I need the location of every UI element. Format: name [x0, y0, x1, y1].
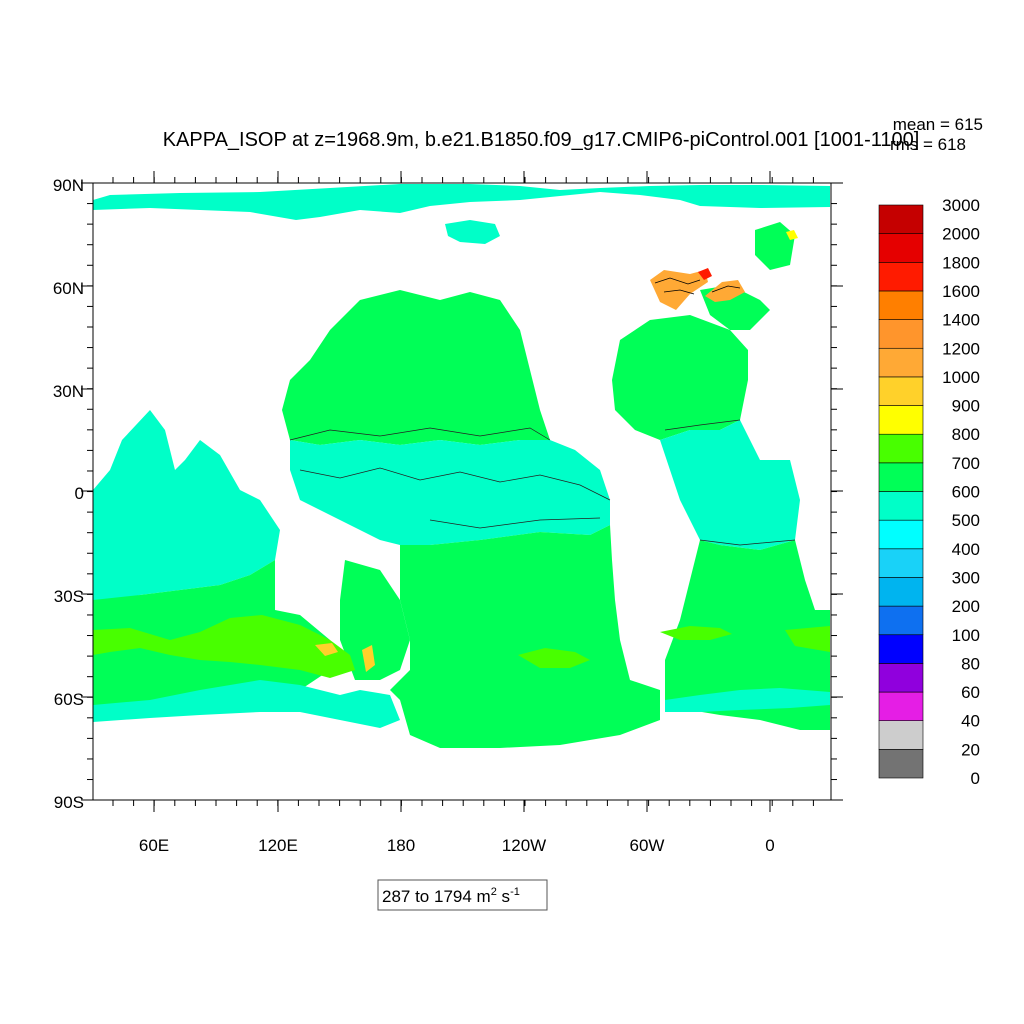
range-middle: s — [497, 887, 510, 906]
colorbar-swatch — [878, 491, 924, 521]
hot-patch-contour — [654, 277, 741, 295]
colorbar-label: 1800 — [942, 253, 980, 272]
ocean-north-pacific — [282, 290, 550, 445]
colorbar-label: 3000 — [942, 196, 980, 215]
range-prefix: 287 to 1794 m — [382, 887, 491, 906]
colorbar-label: 2000 — [942, 225, 980, 244]
range-box: 287 to 1794 m2 s-1 — [377, 879, 548, 911]
hot-patch-yellow-2 — [362, 645, 375, 672]
hot-patch-greenland-east — [705, 280, 745, 302]
colorbar-label: 700 — [952, 454, 980, 473]
contour-north-pacific — [289, 427, 551, 441]
colorbar-label: 20 — [961, 740, 980, 759]
colorbar-label: 1400 — [942, 311, 980, 330]
lon-label: 180 — [387, 836, 415, 855]
ocean-south-pacific — [390, 525, 660, 748]
lat-label: 0 — [75, 484, 84, 503]
colorbar-label: 1600 — [942, 282, 980, 301]
range-text: 287 to 1794 m2 s-1 — [382, 886, 520, 906]
colorbar-swatch — [878, 319, 924, 349]
rms-label: rms = 618 — [890, 135, 966, 154]
range-box-frame — [377, 879, 548, 911]
ocean-south-atlantic — [665, 540, 830, 730]
colorbar-swatch — [878, 462, 924, 492]
contour-atlantic — [664, 419, 796, 546]
colorbar-label: 400 — [952, 540, 980, 559]
lon-label: 60E — [139, 836, 169, 855]
colorbar-swatch — [878, 548, 924, 578]
colorbar-label: 500 — [952, 511, 980, 530]
colorbar-label: 800 — [952, 425, 980, 444]
ocean-southern-band — [93, 680, 400, 728]
ocean-arctic — [93, 184, 830, 220]
hot-patch-red — [698, 268, 712, 280]
ocean-tropical-atlantic — [660, 420, 800, 550]
colorbar-label: 900 — [952, 397, 980, 416]
high-patch-east — [785, 626, 830, 652]
colorbar-swatch — [878, 663, 924, 693]
lat-label: 90N — [53, 176, 84, 195]
colorbar-swatch — [878, 204, 924, 234]
colorbar-label: 300 — [952, 568, 980, 587]
lat-label: 30S — [54, 587, 84, 606]
map-plot-area — [81, 171, 843, 812]
colorbar-swatch — [878, 290, 924, 320]
colorbar-label: 100 — [952, 626, 980, 645]
hot-patch-yellow — [315, 643, 338, 656]
colorbar-label: 1000 — [942, 368, 980, 387]
lon-label: 0 — [765, 836, 774, 855]
colorbar-label: 600 — [952, 483, 980, 502]
colorbar-label: 40 — [961, 712, 980, 731]
ocean-east-arctic-patch — [755, 222, 795, 270]
colorbar-swatch — [878, 691, 924, 721]
ocean-north-atlantic — [612, 315, 748, 440]
hot-patch-svalbard — [786, 230, 798, 240]
colorbar-label: 200 — [952, 597, 980, 616]
colorbar-swatch — [878, 376, 924, 406]
colorbar-label: 1200 — [942, 339, 980, 358]
ocean-southern-atlantic-band — [665, 688, 830, 712]
colorbar-swatch — [878, 433, 924, 464]
colorbar-swatch — [878, 261, 924, 292]
range-exp2: -1 — [510, 886, 520, 898]
ocean-indian-north — [93, 410, 280, 605]
lon-label: 60W — [630, 836, 665, 855]
colorbar-swatch — [878, 720, 924, 750]
ocean-equatorial-pacific — [290, 440, 610, 545]
colorbar — [878, 204, 924, 779]
lat-label: 30N — [53, 382, 84, 401]
colorbar-swatch — [878, 519, 924, 550]
lat-label: 90S — [54, 793, 84, 812]
colorbar-labels: 3000200018001600140012001000900800700600… — [942, 196, 980, 788]
colorbar-swatch — [878, 605, 924, 636]
colorbar-swatch — [878, 749, 924, 779]
axis-ticks — [81, 171, 843, 812]
colorbar-label: 0 — [971, 769, 980, 788]
high-patch-indian — [93, 615, 355, 678]
mean-label: mean = 615 — [893, 115, 983, 134]
colorbar-swatch — [878, 347, 924, 378]
contour-equatorial — [299, 467, 611, 529]
ocean-barents — [445, 220, 500, 244]
plot-title: KAPPA_ISOP at z=1968.9m, b.e21.B1850.f09… — [163, 129, 920, 151]
colorbar-swatch — [878, 405, 924, 435]
lon-axis-labels: 60E 120E 180 120W 60W 0 — [139, 836, 775, 855]
colorbar-swatch — [878, 233, 924, 263]
lat-axis-labels: 90N 60N 30N 0 30S 60S 90S — [53, 176, 84, 812]
ocean-tasman — [340, 560, 410, 680]
high-patch-pacific — [518, 648, 590, 668]
colorbar-swatch — [878, 577, 924, 607]
colorbar-label: 60 — [961, 683, 980, 702]
lat-label: 60S — [54, 690, 84, 709]
range-exp1: 2 — [491, 886, 497, 898]
lat-label: 60N — [53, 279, 84, 298]
high-patch-atlantic — [660, 626, 732, 640]
lon-label: 120W — [502, 836, 546, 855]
colorbar-swatch — [878, 634, 924, 664]
colorbar-label: 80 — [961, 654, 980, 673]
lon-label: 120E — [258, 836, 298, 855]
